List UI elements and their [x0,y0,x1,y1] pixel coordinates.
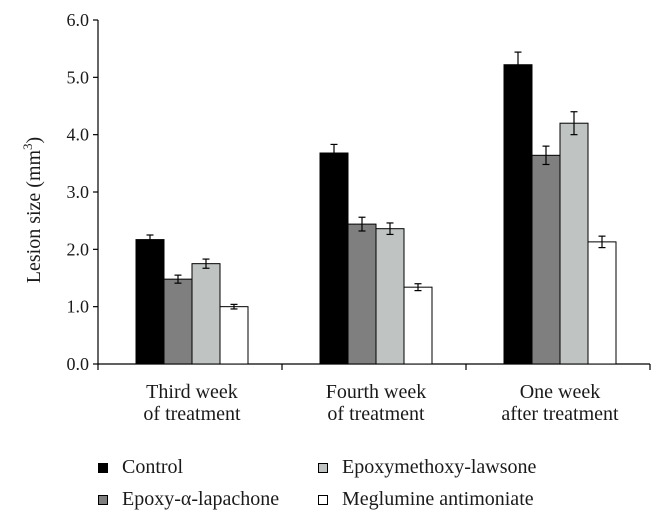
y-tick-label: 0.0 [67,354,90,374]
x-category-label: Third week of treatment [143,381,241,425]
chart-legend: Control Epoxy-α-lapachone Epoxymethoxy-l… [98,452,618,522]
chart-bars [135,51,617,365]
y-axis-label-superscript: 3 [20,143,35,150]
y-tick-label: 3.0 [67,182,90,202]
legend-swatch-epoxy-lapachone [98,494,108,505]
y-tick-label: 5.0 [67,67,90,87]
legend-label-meglumine-antimoniate: Meglumine antimoniate [342,488,534,510]
x-category-label-line: Fourth week [326,381,427,403]
y-tick-label: 2.0 [67,239,90,259]
bar-epoxymethoxy-lawsone-0 [191,263,221,365]
legend-label-control: Control [122,456,184,478]
legend-label-epoxymethoxy-lawsone: Epoxymethoxy-lawsone [342,456,537,478]
bar-control-0 [135,239,165,365]
y-tick-label: 1.0 [67,297,90,317]
x-category-label-line: after treatment [501,403,619,425]
bar-control-2 [503,64,533,365]
bar-epoxy-lapachone-1 [347,223,377,365]
bar-control-1 [319,152,349,365]
legend-item-epoxymethoxy-lawsone: Epoxymethoxy-lawsone [318,456,536,479]
bar-epoxy-lapachone-2 [531,154,561,365]
bar-meglumine-antimoniate-2 [587,241,617,365]
legend-swatch-epoxymethoxy-lawsone [318,462,328,473]
x-category-label-line: of treatment [327,403,425,425]
x-category-label-line: One week [520,381,601,403]
x-category-label-line: Third week [146,381,238,403]
bar-epoxymethoxy-lawsone-2 [559,122,589,365]
x-category-label: Fourth week of treatment [326,381,427,425]
bar-epoxy-lapachone-0 [163,278,193,365]
x-category-label: One week after treatment [501,381,619,425]
y-tick-label: 4.0 [67,125,90,145]
y-tick-label: 6.0 [67,10,90,30]
legend-item-epoxy-lapachone: Epoxy-α-lapachone [98,488,279,511]
bar-meglumine-antimoniate-0 [219,306,249,365]
legend-item-meglumine-antimoniate: Meglumine antimoniate [318,488,534,511]
legend-item-control: Control [98,456,183,479]
legend-swatch-meglumine-antimoniate [318,494,328,505]
legend-label-epoxy-lapachone: Epoxy-α-lapachone [122,488,280,510]
bar-epoxymethoxy-lawsone-1 [375,228,405,365]
x-category-label-line: of treatment [143,403,241,425]
y-axis-label-end: ) [23,137,45,144]
y-axis-label-main: Lesion size (mm [23,149,45,283]
bar-meglumine-antimoniate-1 [403,286,433,365]
y-axis-label: Lesion size (mm3) [20,137,45,283]
legend-swatch-control [98,462,108,473]
